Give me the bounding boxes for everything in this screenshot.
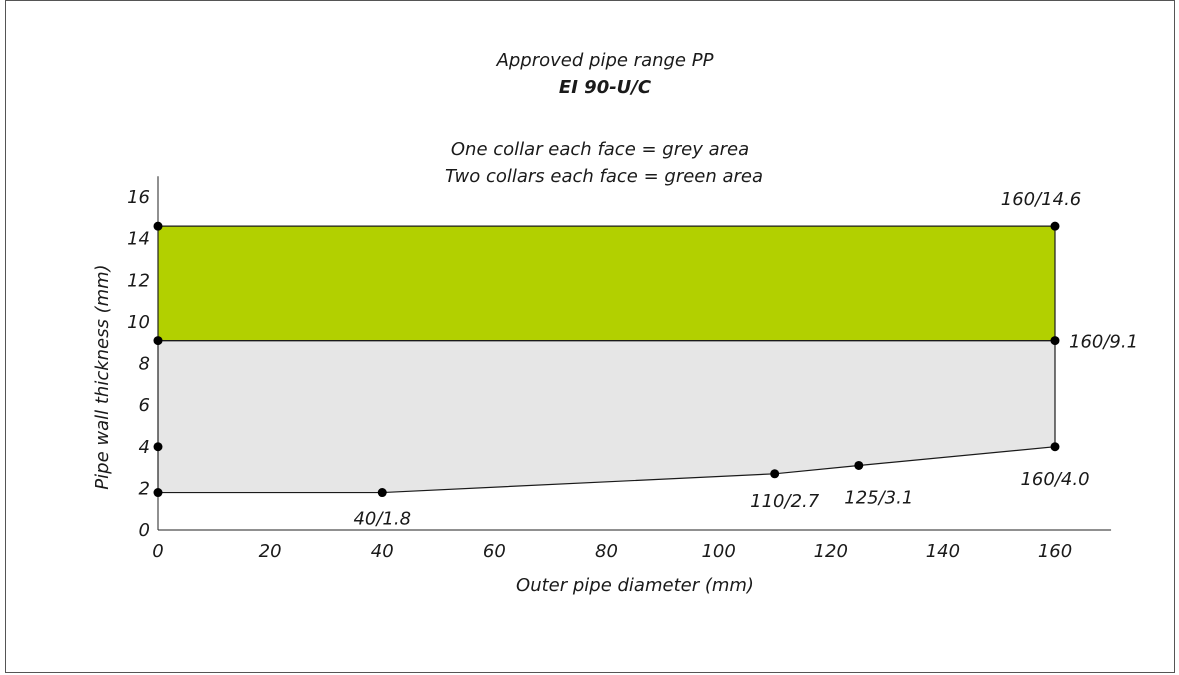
chart-subtitle: EI 90-U/C: [559, 77, 652, 98]
data-label: 110/2.7: [750, 491, 820, 512]
data-point: [153, 336, 163, 346]
data-point: [770, 469, 780, 479]
points-layer: 40/1.8 110/2.7 125/3.1 160/4.0 160/9.1 160/14…: [153, 189, 1138, 530]
x-tick-label: 20: [259, 541, 282, 562]
data-label: 40/1.8: [353, 509, 411, 530]
y-tick-label: 2: [139, 478, 150, 499]
data-point: [1050, 221, 1060, 231]
data-label: 160/4.0: [1020, 469, 1089, 490]
data-label: 125/3.1: [844, 487, 913, 508]
y-axis-label: Pipe wall thickness (mm): [92, 264, 113, 489]
legend-line-grey: One collar each face = grey area: [451, 139, 749, 160]
x-tick-label: 40: [371, 541, 394, 562]
chart-title: Approved pipe range PP: [496, 50, 714, 71]
x-tick-label: 60: [483, 541, 506, 562]
region-grey-area: [157, 340, 1056, 494]
x-tick-label: 140: [926, 541, 960, 562]
x-tick-label: 160: [1038, 541, 1072, 562]
x-axis-label: Outer pipe diameter (mm): [516, 575, 754, 596]
x-tick-label: 100: [701, 541, 735, 562]
data-point: [1050, 336, 1060, 346]
legend-line-green: Two collars each face = green area: [445, 166, 763, 187]
y-tick-label: 14: [127, 229, 150, 250]
ticks-layer: 0 20 40 60 80 100 120 140 160 0 2 4 6 8 10 12 14 16: [127, 187, 1072, 562]
data-point: [153, 221, 163, 231]
region-green-area: [157, 225, 1056, 342]
x-tick-label: 120: [814, 541, 848, 562]
axes-layer: [157, 176, 1112, 531]
y-tick-label: 0: [139, 520, 150, 541]
y-tick-label: 16: [127, 187, 150, 208]
data-point: [854, 460, 864, 470]
data-point: [153, 442, 163, 452]
data-label: 160/9.1: [1069, 332, 1138, 353]
y-tick-label: 8: [139, 354, 150, 375]
x-tick-label: 0: [152, 541, 163, 562]
y-tick-label: 6: [139, 395, 150, 416]
y-tick-label: 12: [127, 270, 150, 291]
data-point: [1050, 442, 1060, 452]
y-tick-label: 10: [127, 312, 150, 333]
y-tick-label: 4: [139, 437, 150, 458]
regions-layer: [157, 225, 1056, 494]
x-tick-label: 80: [595, 541, 618, 562]
data-label: 160/14.6: [1001, 189, 1082, 210]
data-point: [153, 488, 163, 498]
data-point: [377, 488, 387, 498]
